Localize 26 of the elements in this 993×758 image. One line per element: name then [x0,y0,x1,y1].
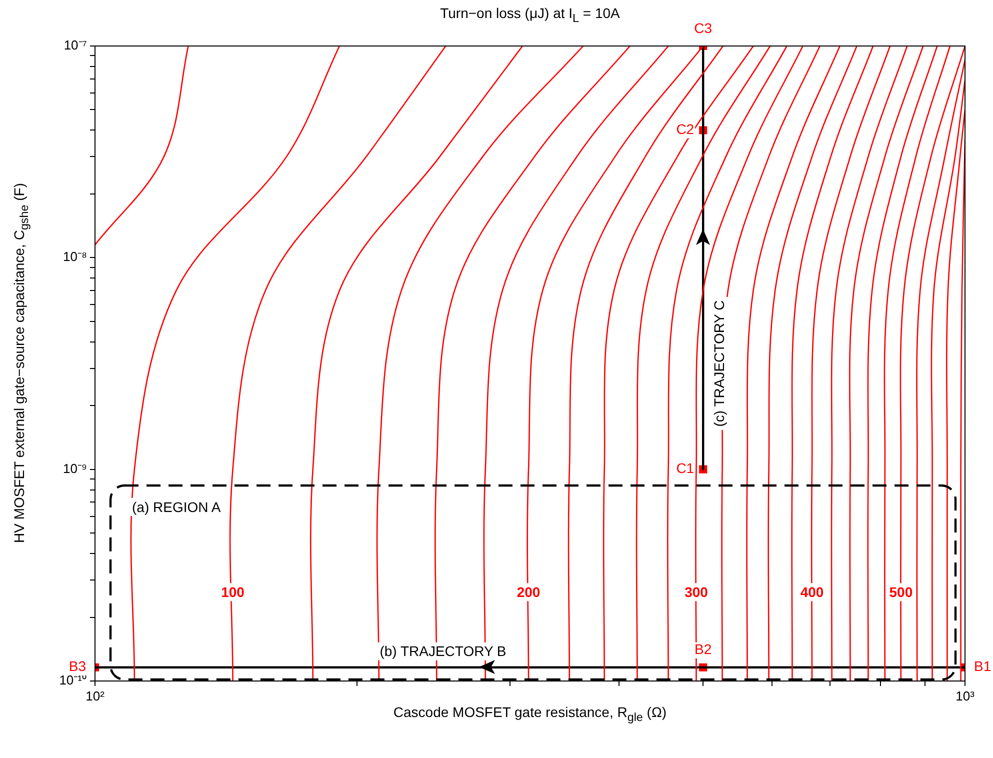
x-tick-label: 10² [86,688,106,704]
text: (c) TRAJECTORY C [710,300,727,427]
line-series [867,46,938,681]
y-tick-label: 10⁻⁹ [62,460,87,476]
annotation: 300 [684,584,708,600]
annotation: 400 [800,584,824,600]
chart-title: Turn−on loss (μJ) at I$_{L}$ = 10A [440,5,620,25]
annotation: C3 [694,20,712,36]
y-tick-label: 10⁻⁸ [63,249,87,264]
annotation: 500 [889,584,913,600]
line-series [916,59,965,681]
line-series [884,46,951,681]
y-tick-label: 10⁻⁷ [64,38,88,53]
annotation: B2 [694,641,712,658]
series-label: (b) TRAJECTORY B [380,643,506,660]
annotation: C1 [676,460,694,476]
annotation: B1 [974,658,992,674]
x-tick-label: 10³ [956,688,976,704]
annotation: 100 [221,584,245,600]
annotation: 200 [516,584,540,600]
line-series [930,79,965,681]
annotation: B3 [68,658,86,674]
annotation: C2 [676,121,694,138]
x-axis-title: Cascode MOSFET gate resistance, R$_{gle}$ (Ω) [392,703,668,726]
line-series [946,109,965,681]
annotation: (a) REGION A [130,498,223,516]
